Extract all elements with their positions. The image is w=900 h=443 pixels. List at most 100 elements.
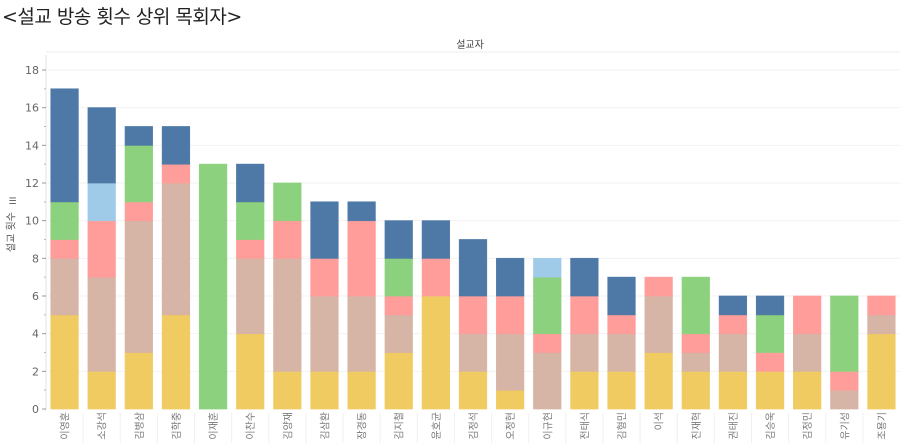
bar-segment-yellow[interactable] bbox=[458, 370, 488, 410]
bar-segment-yellow[interactable] bbox=[87, 370, 116, 410]
bar-segment-pink[interactable] bbox=[421, 257, 451, 297]
bar-stack[interactable] bbox=[867, 295, 896, 410]
bar-segment-yellow[interactable] bbox=[273, 370, 302, 410]
bar-segment-green[interactable] bbox=[273, 182, 302, 222]
bar-stack[interactable] bbox=[644, 276, 673, 410]
bar-segment-green[interactable] bbox=[533, 276, 562, 335]
bar-stack[interactable] bbox=[793, 295, 822, 410]
bar-stack[interactable] bbox=[830, 295, 859, 410]
bar-segment-pink[interactable] bbox=[755, 352, 785, 372]
bar-segment-tan[interactable] bbox=[718, 333, 748, 372]
bar-stack[interactable] bbox=[681, 276, 710, 410]
bar-segment-pink[interactable] bbox=[236, 239, 265, 259]
bar-segment-tan[interactable] bbox=[867, 314, 896, 335]
bar-stack[interactable] bbox=[607, 276, 636, 410]
bar-stack[interactable] bbox=[718, 295, 748, 410]
bar-segment-green[interactable] bbox=[681, 276, 710, 335]
bar-segment-tan[interactable] bbox=[161, 182, 191, 316]
bar-segment-pink[interactable] bbox=[867, 295, 896, 316]
bar-segment-darkblue[interactable] bbox=[347, 201, 376, 222]
bar-segment-yellow[interactable] bbox=[644, 352, 673, 410]
bar-segment-tan[interactable] bbox=[273, 257, 302, 372]
bar-segment-darkblue[interactable] bbox=[421, 220, 451, 259]
bar-segment-pink[interactable] bbox=[310, 257, 339, 297]
bar-segment-green[interactable] bbox=[50, 201, 79, 240]
bar-segment-pink[interactable] bbox=[161, 163, 191, 184]
bar-segment-pink[interactable] bbox=[458, 295, 488, 335]
bar-stack[interactable] bbox=[161, 126, 191, 410]
bar-segment-lightblue[interactable] bbox=[533, 257, 562, 278]
bar-segment-pink[interactable] bbox=[718, 314, 748, 335]
bar-segment-pink[interactable] bbox=[533, 333, 562, 353]
bar-segment-yellow[interactable] bbox=[495, 389, 525, 410]
bar-segment-yellow[interactable] bbox=[50, 314, 79, 410]
bar-segment-darkblue[interactable] bbox=[755, 295, 785, 316]
bar-segment-darkblue[interactable] bbox=[570, 257, 599, 297]
bar-stack[interactable] bbox=[198, 163, 228, 410]
bar-segment-pink[interactable] bbox=[644, 276, 673, 297]
bar-segment-tan[interactable] bbox=[236, 257, 265, 335]
bar-segment-yellow[interactable] bbox=[755, 370, 785, 410]
bar-stack[interactable] bbox=[755, 295, 785, 410]
bar-segment-darkblue[interactable] bbox=[458, 239, 488, 297]
bar-segment-yellow[interactable] bbox=[607, 370, 636, 410]
bar-segment-yellow[interactable] bbox=[310, 370, 339, 410]
bar-segment-pink[interactable] bbox=[347, 220, 376, 297]
bar-segment-yellow[interactable] bbox=[236, 333, 265, 410]
bar-segment-tan[interactable] bbox=[310, 295, 339, 372]
bar-stack[interactable] bbox=[50, 88, 79, 410]
bar-segment-pink[interactable] bbox=[87, 220, 116, 278]
bar-stack[interactable] bbox=[124, 126, 153, 410]
bar-segment-darkblue[interactable] bbox=[384, 220, 413, 259]
bar-segment-green[interactable] bbox=[384, 257, 413, 297]
bar-segment-yellow[interactable] bbox=[570, 370, 599, 410]
bar-segment-darkblue[interactable] bbox=[310, 201, 339, 259]
bar-segment-pink[interactable] bbox=[681, 333, 710, 353]
bar-segment-pink[interactable] bbox=[50, 239, 79, 259]
bar-stack[interactable] bbox=[458, 239, 488, 410]
bar-segment-tan[interactable] bbox=[681, 352, 710, 372]
bar-segment-pink[interactable] bbox=[830, 370, 859, 391]
bar-segment-darkblue[interactable] bbox=[495, 257, 525, 297]
bar-segment-tan[interactable] bbox=[793, 333, 822, 372]
bar-stack[interactable] bbox=[495, 257, 525, 410]
bar-segment-green[interactable] bbox=[236, 201, 265, 240]
bar-segment-darkblue[interactable] bbox=[607, 276, 636, 316]
bar-segment-tan[interactable] bbox=[533, 352, 562, 410]
bar-segment-pink[interactable] bbox=[384, 295, 413, 316]
bar-stack[interactable] bbox=[533, 257, 562, 410]
bar-segment-yellow[interactable] bbox=[161, 314, 191, 410]
bar-segment-yellow[interactable] bbox=[718, 370, 748, 410]
bar-segment-green[interactable] bbox=[830, 295, 859, 372]
bar-segment-lightblue[interactable] bbox=[87, 182, 116, 222]
bar-segment-tan[interactable] bbox=[347, 295, 376, 372]
bar-segment-yellow[interactable] bbox=[347, 370, 376, 410]
bar-segment-green[interactable] bbox=[124, 144, 153, 203]
bar-segment-tan[interactable] bbox=[384, 314, 413, 353]
bar-stack[interactable] bbox=[421, 220, 451, 410]
bar-segment-tan[interactable] bbox=[50, 257, 79, 316]
bar-segment-pink[interactable] bbox=[793, 295, 822, 335]
bar-segment-pink[interactable] bbox=[607, 314, 636, 335]
bar-segment-tan[interactable] bbox=[607, 333, 636, 372]
bar-segment-yellow[interactable] bbox=[867, 333, 896, 410]
bar-segment-darkblue[interactable] bbox=[124, 126, 153, 146]
bar-segment-tan[interactable] bbox=[495, 333, 525, 391]
bar-stack[interactable] bbox=[570, 257, 599, 410]
bar-segment-pink[interactable] bbox=[570, 295, 599, 335]
bar-segment-darkblue[interactable] bbox=[236, 163, 265, 203]
bar-stack[interactable] bbox=[384, 220, 413, 410]
bar-segment-tan[interactable] bbox=[830, 389, 859, 410]
bar-segment-yellow[interactable] bbox=[384, 352, 413, 410]
bar-segment-tan[interactable] bbox=[87, 276, 116, 372]
bar-segment-yellow[interactable] bbox=[124, 352, 153, 410]
bar-segment-tan[interactable] bbox=[570, 333, 599, 372]
bar-segment-tan[interactable] bbox=[458, 333, 488, 372]
bar-segment-darkblue[interactable] bbox=[718, 295, 748, 316]
bar-segment-yellow[interactable] bbox=[681, 370, 710, 410]
bar-segment-yellow[interactable] bbox=[421, 295, 451, 410]
bar-stack[interactable] bbox=[273, 182, 302, 410]
bar-segment-darkblue[interactable] bbox=[50, 88, 79, 203]
bar-segment-darkblue[interactable] bbox=[161, 126, 191, 165]
bar-stack[interactable] bbox=[310, 201, 339, 410]
